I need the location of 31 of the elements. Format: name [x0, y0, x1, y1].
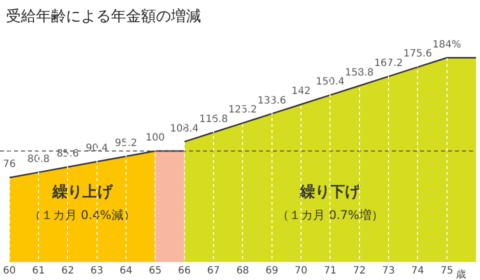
x-tick-label: 72: [352, 266, 366, 277]
x-tick-label: 65: [148, 266, 162, 277]
data-label: 175.6: [403, 48, 432, 60]
x-tick-label: 75: [440, 266, 454, 277]
annotation: 繰り上げ: [51, 182, 114, 200]
annotation: （１カ月 0.7%増）: [277, 208, 384, 222]
x-tick-label: 70: [294, 266, 308, 277]
data-label: 167.2: [374, 58, 403, 69]
x-tick-label: 60: [2, 266, 16, 277]
x-tick-label: 69: [265, 266, 278, 277]
x-tick-label: 67: [207, 266, 220, 277]
annotation: 繰り下げ: [299, 182, 362, 200]
x-tick-label: 68: [236, 266, 250, 277]
data-label: 150.4: [316, 76, 344, 88]
x-tick-label: 62: [61, 266, 74, 277]
x-tick-label: 63: [90, 266, 104, 277]
data-label: 142: [291, 86, 311, 97]
x-tick-label: 74: [411, 266, 424, 277]
data-label: 100: [146, 132, 165, 144]
x-axis-title: 歳: [456, 268, 466, 280]
x-tick-label: 61: [32, 266, 45, 277]
x-tick-label: 73: [382, 266, 395, 277]
data-label: 184%: [432, 39, 462, 50]
data-label: 158.8: [345, 67, 374, 78]
data-label: 116.8: [199, 114, 228, 125]
x-tick-label: 71: [324, 266, 337, 277]
data-label: 76: [2, 159, 16, 170]
x-tick-label: 66: [178, 266, 191, 277]
data-label: 133.6: [258, 95, 286, 106]
chart-title: 受給年齢による年金額の増減: [6, 6, 201, 25]
x-tick-label: 64: [120, 266, 132, 277]
